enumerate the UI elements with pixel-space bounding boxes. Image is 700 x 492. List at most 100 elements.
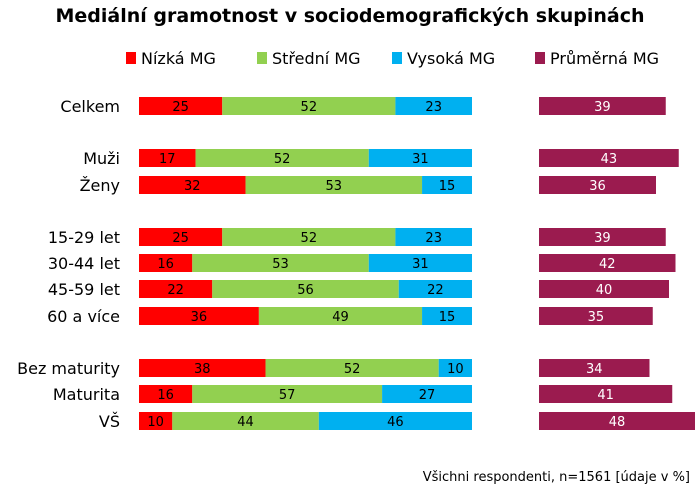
data-label: 52 xyxy=(274,152,291,167)
bar-segment xyxy=(192,254,369,272)
data-label: 53 xyxy=(272,257,289,272)
bar-segment xyxy=(139,97,223,115)
legend-label: Vysoká MG xyxy=(407,49,495,68)
bar-segment xyxy=(222,97,396,115)
row-7: Bez maturity 38 52 10 34 xyxy=(17,359,650,378)
data-label: 22 xyxy=(427,283,444,298)
bar-segment xyxy=(172,412,319,430)
average-label: 42 xyxy=(599,257,616,272)
data-label: 23 xyxy=(425,100,442,115)
bar-segment xyxy=(258,307,423,325)
row-6: 60 a více 36 49 15 35 xyxy=(47,307,653,326)
bar-segment xyxy=(212,280,399,298)
row-3: 15-29 let 25 52 23 39 xyxy=(48,228,666,247)
data-label: 46 xyxy=(387,415,404,430)
category-label: 45-59 let xyxy=(48,280,120,299)
average-bar xyxy=(539,176,656,194)
data-label: 10 xyxy=(447,362,464,377)
bar-segment xyxy=(395,97,472,115)
average-bar xyxy=(539,280,669,298)
category-label: Maturita xyxy=(53,385,120,404)
data-label: 49 xyxy=(332,310,349,325)
bar-segment xyxy=(398,280,472,298)
average-bar xyxy=(539,307,653,325)
data-label: 53 xyxy=(326,179,343,194)
bar-segment xyxy=(192,385,383,403)
legend-swatch xyxy=(257,52,267,64)
category-label: Celkem xyxy=(60,97,120,116)
average-bar xyxy=(539,149,679,167)
data-label: 57 xyxy=(279,388,296,403)
average-label: 36 xyxy=(589,179,606,194)
data-label: 16 xyxy=(157,388,174,403)
bar-segment xyxy=(139,228,223,246)
average-bar xyxy=(539,412,695,430)
data-label: 25 xyxy=(172,100,189,115)
bar-segment xyxy=(139,254,193,272)
bar-segment xyxy=(395,228,472,246)
data-label: 36 xyxy=(191,310,208,325)
legend-label: Střední MG xyxy=(272,49,361,68)
bar-segment xyxy=(438,359,472,377)
data-label: 56 xyxy=(297,283,314,298)
bar-segment xyxy=(265,359,439,377)
bar-segment xyxy=(139,280,213,298)
legend-label: Nízká MG xyxy=(141,49,216,68)
legend-swatch xyxy=(126,52,136,64)
bar-segment xyxy=(368,149,472,167)
bar-segment xyxy=(382,385,472,403)
bar-segment xyxy=(139,359,266,377)
bar-segment xyxy=(245,176,423,194)
legend-swatch xyxy=(392,52,402,64)
row-1: Muži 17 52 31 43 xyxy=(83,149,679,168)
data-label: 31 xyxy=(412,257,429,272)
bar-segment xyxy=(139,307,259,325)
average-label: 43 xyxy=(601,152,618,167)
bar-segment xyxy=(195,149,369,167)
bar-segment xyxy=(422,176,472,194)
data-label: 44 xyxy=(237,415,254,430)
data-label: 15 xyxy=(439,179,456,194)
category-label: VŠ xyxy=(99,412,120,431)
legend: Nízká MG Střední MG Vysoká MG Průměrná MG xyxy=(126,49,659,68)
bar-segment xyxy=(318,412,472,430)
category-label: Muži xyxy=(83,149,120,168)
bar-segment xyxy=(139,149,196,167)
data-label: 27 xyxy=(419,388,436,403)
bar-segment xyxy=(139,176,246,194)
chart-title: Mediální gramotnost v sociodemografickýc… xyxy=(55,5,644,27)
data-label: 16 xyxy=(157,257,174,272)
category-label: Bez maturity xyxy=(17,359,120,378)
data-label: 17 xyxy=(159,152,176,167)
category-label: 60 a více xyxy=(47,307,120,326)
row-4: 30-44 let 16 53 31 42 xyxy=(48,254,676,273)
bar-segment xyxy=(139,385,193,403)
average-label: 41 xyxy=(597,388,614,403)
category-label: 15-29 let xyxy=(48,228,120,247)
row-5: 45-59 let 22 56 22 40 xyxy=(48,280,669,299)
average-bar xyxy=(539,385,673,403)
data-label: 38 xyxy=(194,362,211,377)
data-label: 15 xyxy=(439,310,456,325)
bar-segment xyxy=(422,307,472,325)
category-label: Ženy xyxy=(80,176,120,195)
data-label: 10 xyxy=(147,415,164,430)
legend-swatch xyxy=(535,52,545,64)
data-label: 25 xyxy=(172,231,189,246)
data-label: 23 xyxy=(425,231,442,246)
category-label: 30-44 let xyxy=(48,254,120,273)
bar-segment xyxy=(139,412,173,430)
data-label: 52 xyxy=(301,231,318,246)
bar-segment xyxy=(368,254,472,272)
average-label: 39 xyxy=(594,231,611,246)
bar-segment xyxy=(222,228,396,246)
average-label: 34 xyxy=(586,362,603,377)
legend-label: Průměrná MG xyxy=(550,49,659,68)
row-8: Maturita 16 57 27 41 xyxy=(53,385,673,404)
data-label: 32 xyxy=(184,179,201,194)
average-bar xyxy=(539,254,676,272)
data-label: 31 xyxy=(412,152,429,167)
average-bar xyxy=(539,97,666,115)
